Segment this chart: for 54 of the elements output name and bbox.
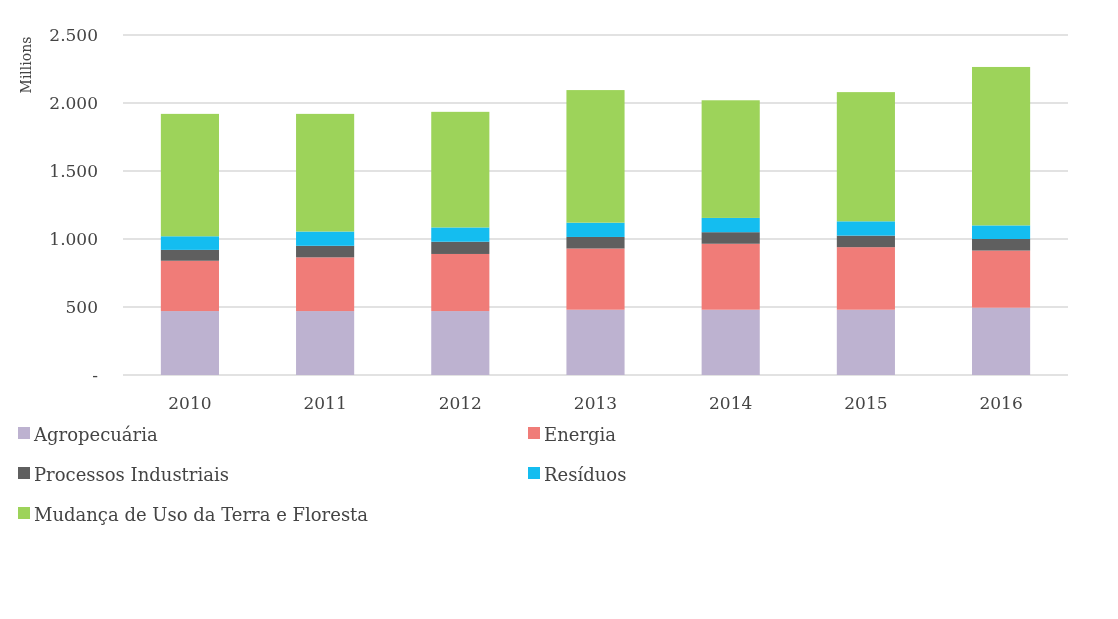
bar	[566, 309, 625, 375]
y-tick-label: 1.000	[49, 228, 98, 249]
bar	[160, 249, 219, 261]
bar	[701, 243, 760, 310]
bar	[701, 232, 760, 244]
bar	[296, 257, 355, 312]
legend-label: Agropecuária	[33, 424, 158, 446]
bar	[431, 253, 490, 312]
bar	[431, 227, 490, 242]
bar	[431, 311, 490, 375]
bar	[836, 247, 895, 310]
bar	[972, 250, 1031, 308]
bar	[701, 309, 760, 375]
x-tick-label: 2014	[709, 393, 753, 413]
bar	[296, 311, 355, 375]
bar	[701, 217, 760, 233]
x-tick-label: 2013	[573, 393, 618, 413]
y-axis-title: Millions	[18, 36, 34, 94]
bar	[566, 236, 625, 249]
bar	[160, 311, 219, 375]
bar	[431, 241, 490, 254]
legend-label: Mudança de Uso da Terra e Floresta	[34, 504, 369, 526]
bar	[701, 100, 760, 218]
bar	[836, 221, 895, 236]
bar	[836, 309, 895, 375]
y-tick-label: 500	[65, 296, 98, 317]
bar	[296, 245, 355, 258]
y-tick-label: 2.000	[49, 92, 98, 113]
y-tick-label: 1.500	[49, 160, 98, 181]
bar	[972, 239, 1031, 251]
y-tick-label: 2.500	[49, 24, 98, 45]
bar	[566, 248, 625, 310]
y-tick-label: -	[92, 364, 98, 385]
x-tick-label: 2011	[303, 393, 347, 413]
legend-label: Energia	[544, 424, 617, 446]
bar	[160, 113, 219, 237]
legend-label: Processos Industriais	[34, 464, 229, 486]
x-tick-label: 2012	[438, 393, 482, 413]
legend-label: Resíduos	[544, 464, 627, 486]
bar	[972, 307, 1031, 375]
bar	[972, 225, 1031, 239]
x-tick-label: 2016	[979, 393, 1023, 413]
bar	[296, 231, 355, 246]
bar	[431, 111, 490, 228]
bar	[566, 222, 625, 237]
x-tick-label: 2015	[844, 393, 888, 413]
bar	[972, 66, 1031, 226]
bar	[296, 113, 355, 232]
bar	[160, 260, 219, 312]
x-tick-label: 2010	[168, 393, 212, 413]
bar	[836, 235, 895, 248]
bar	[836, 92, 895, 222]
bar	[160, 236, 219, 250]
bar	[566, 90, 625, 223]
